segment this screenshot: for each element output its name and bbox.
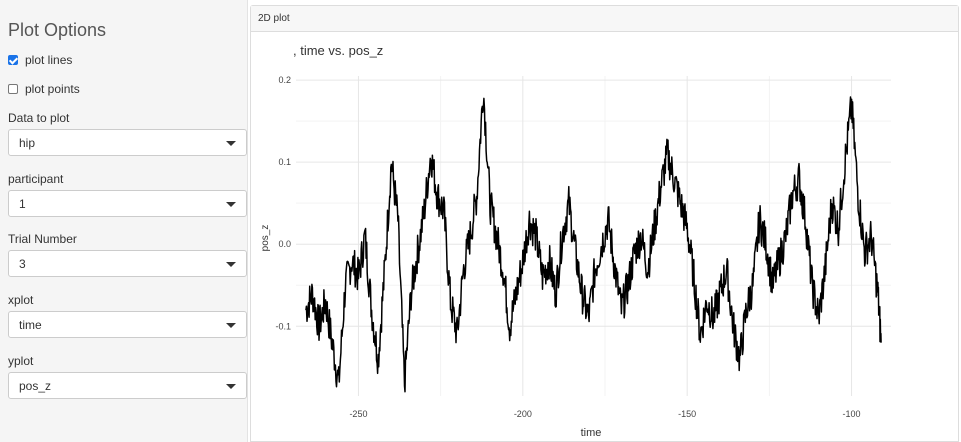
- x-tick-label: -200: [514, 409, 532, 419]
- data-to-plot-label: Data to plot: [8, 111, 70, 125]
- chevron-down-icon: [226, 384, 236, 389]
- y-axis-ticks: -0.1 0.0 0.1 0.2: [275, 75, 291, 331]
- x-axis-ticks: -250 -200 -150 -100: [349, 409, 860, 419]
- chevron-down-icon: [226, 323, 236, 328]
- y-tick-label: 0.1: [278, 157, 291, 167]
- y-tick-label: -0.1: [275, 321, 291, 331]
- plot-lines-label: plot lines: [25, 53, 73, 67]
- data-to-plot-value: hip: [19, 135, 36, 150]
- yplot-value: pos_z: [19, 378, 52, 393]
- plot-panel: 2D plot -250 -200 -150 -100 -0.1 0.0 0.1 0.2 ,…: [250, 5, 959, 442]
- xplot-label: xplot: [8, 293, 34, 307]
- participant-label: participant: [8, 172, 64, 186]
- plot-grid: [296, 76, 891, 396]
- data-to-plot-select[interactable]: hip: [8, 129, 247, 156]
- xplot-select[interactable]: time: [8, 311, 247, 338]
- sidebar: Plot Options plot lines plot points Data…: [0, 0, 248, 442]
- panel-header: 2D plot: [251, 6, 958, 32]
- chevron-down-icon: [226, 141, 236, 146]
- chevron-down-icon: [226, 202, 236, 207]
- y-tick-label: 0.0: [278, 239, 291, 249]
- yplot-select[interactable]: pos_z: [8, 372, 247, 399]
- trial-number-value: 3: [19, 256, 26, 271]
- plot-points-checkbox-box[interactable]: [8, 84, 18, 94]
- chevron-down-icon: [226, 262, 236, 267]
- yplot-label: yplot: [8, 354, 34, 368]
- xplot-value: time: [19, 317, 42, 332]
- plot-points-label: plot points: [25, 82, 80, 96]
- series-line: [305, 96, 882, 393]
- trial-number-select[interactable]: 3: [8, 250, 247, 277]
- x-axis-label: time: [581, 427, 602, 439]
- trial-number-label: Trial Number: [8, 232, 77, 246]
- y-axis-label: pos_z: [260, 225, 271, 252]
- participant-select[interactable]: 1: [8, 190, 247, 217]
- sidebar-title: Plot Options: [8, 20, 107, 40]
- participant-value: 1: [19, 196, 26, 211]
- plot-lines-checkbox-box[interactable]: [8, 55, 18, 65]
- x-tick-label: -100: [843, 409, 861, 419]
- plot-area[interactable]: -250 -200 -150 -100 -0.1 0.0 0.1 0.2 , time vs…: [251, 6, 960, 442]
- y-tick-label: 0.2: [278, 75, 291, 85]
- x-tick-label: -250: [349, 409, 367, 419]
- x-tick-label: -150: [678, 409, 696, 419]
- plot-points-checkbox[interactable]: plot points: [8, 82, 80, 96]
- chart-title: , time vs. pos_z: [293, 43, 383, 58]
- plot-lines-checkbox[interactable]: plot lines: [8, 53, 72, 67]
